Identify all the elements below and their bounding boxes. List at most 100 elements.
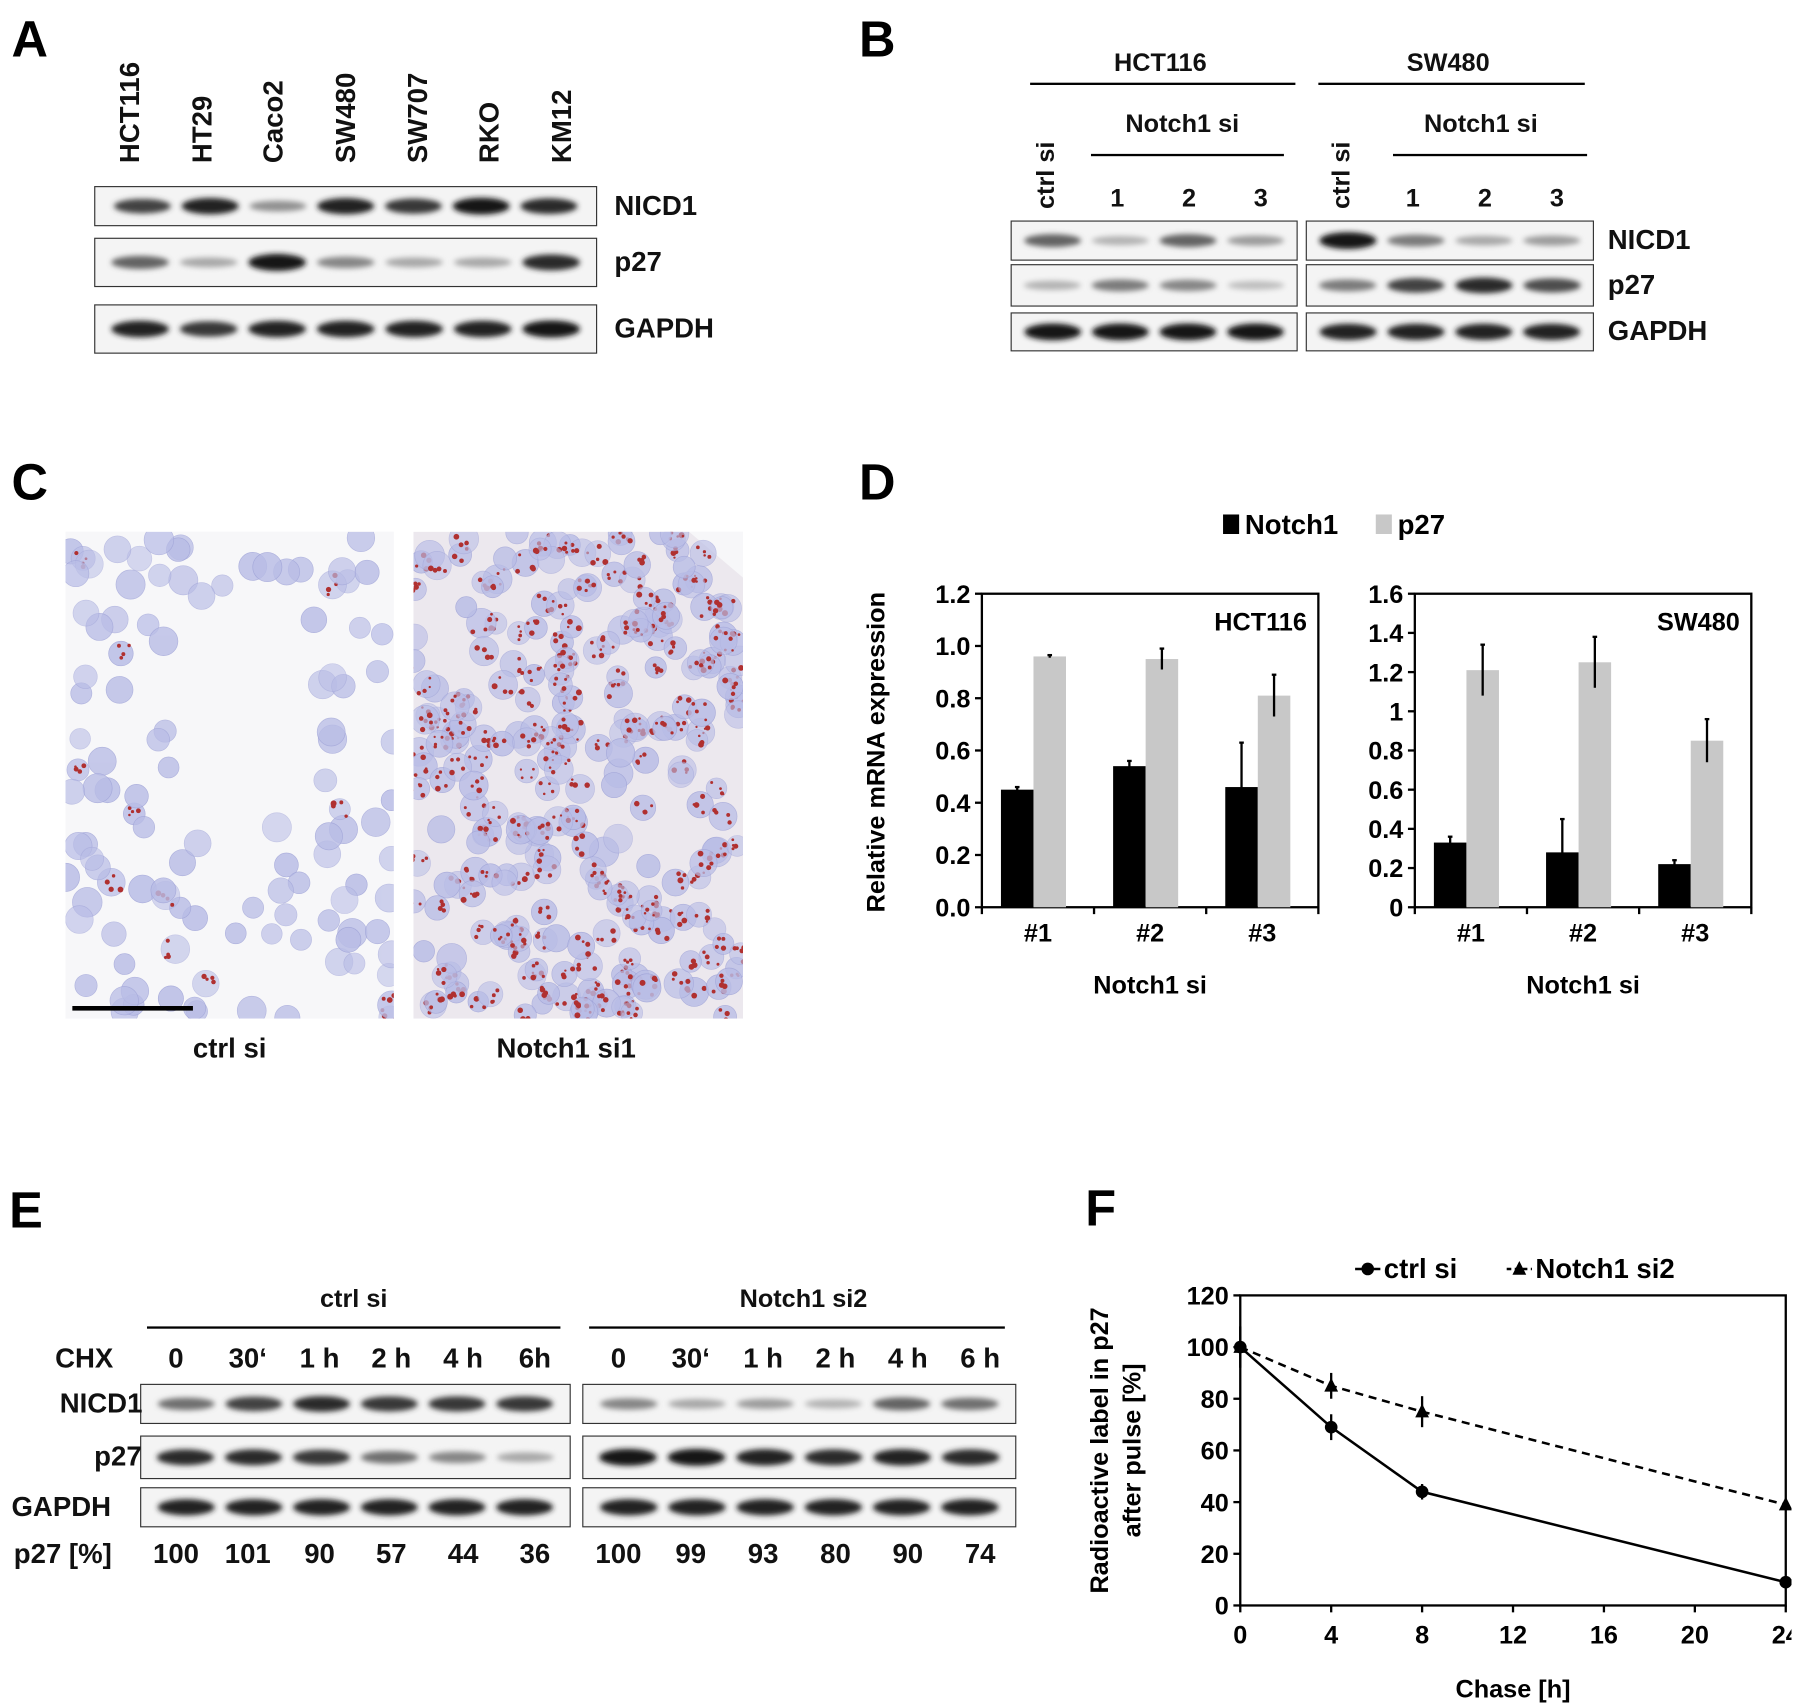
y-tick-label: 1.4 [1368, 620, 1403, 648]
band [361, 1396, 418, 1411]
x-tick-label: #1 [1457, 920, 1485, 948]
band [522, 254, 580, 270]
band [317, 321, 375, 337]
band [1523, 324, 1580, 340]
knockdown-header: Notch1 si [1424, 109, 1538, 139]
band [317, 257, 375, 268]
p27-pct-value: 90 [873, 1539, 942, 1571]
band [941, 1398, 998, 1410]
x-tick-label: #3 [1248, 920, 1276, 948]
time-label: 2 h [357, 1344, 426, 1376]
band [600, 1499, 657, 1515]
p27-pct-value: 100 [584, 1539, 653, 1571]
time-label: 30‘ [213, 1344, 282, 1376]
p27-pct-value: 80 [801, 1539, 870, 1571]
bar [1113, 766, 1146, 907]
y-axis-label: Radioactive label in p27 [1086, 1307, 1114, 1593]
panel-label-a: A [11, 11, 47, 68]
group-line [147, 1326, 560, 1328]
p27-pct-value: 93 [729, 1539, 798, 1571]
time-label: 4 h [429, 1344, 498, 1376]
band [248, 321, 306, 337]
band [1319, 279, 1376, 291]
blot-p27 [1306, 264, 1594, 306]
time-label: 0 [142, 1344, 211, 1376]
time-label: 2 h [801, 1344, 870, 1376]
lane-number: 1 [1110, 184, 1124, 214]
band [158, 1398, 215, 1410]
band [1160, 234, 1217, 247]
y-tick-label: 100 [1187, 1334, 1229, 1362]
band [873, 1397, 930, 1410]
blot-gapdh [140, 1487, 571, 1527]
y-tick-label: 0 [1389, 894, 1403, 922]
data-point [1779, 1576, 1791, 1589]
series-line [1240, 1347, 1785, 1505]
band [668, 1449, 726, 1466]
lane-number: 2 [1478, 184, 1492, 214]
time-label: 4 h [873, 1344, 942, 1376]
band [249, 201, 306, 212]
row-label: p27 [94, 1441, 141, 1473]
band [225, 1449, 282, 1465]
group-line [1030, 83, 1295, 85]
band [429, 1499, 486, 1515]
band [1319, 232, 1376, 249]
y-tick-label: 0.0 [935, 894, 970, 922]
band [454, 321, 512, 337]
blot-p27 [140, 1435, 571, 1479]
band [497, 1452, 554, 1462]
y-axis-label: after pulse [%] [1118, 1363, 1146, 1537]
band [454, 257, 512, 267]
band [941, 1499, 998, 1515]
ctrl-lane-label: ctrl si [1032, 142, 1062, 209]
band [293, 1450, 350, 1465]
band [361, 1451, 418, 1464]
band [1320, 324, 1377, 340]
bar [1434, 843, 1467, 908]
group-header: ctrl si [296, 1284, 411, 1314]
caption-notch1-si1: Notch1 si1 [496, 1034, 635, 1066]
cell-line-header: SW480 [1407, 48, 1490, 78]
band [1455, 278, 1512, 294]
bar [1691, 741, 1724, 908]
subgroup-line [1393, 154, 1587, 156]
x-tick-label: 8 [1415, 1621, 1429, 1649]
bar [1466, 670, 1499, 907]
group-line [589, 1326, 1005, 1328]
subgroup-line [1091, 154, 1284, 156]
p27-pct-value: 100 [142, 1539, 211, 1571]
band [1160, 280, 1217, 291]
band [111, 256, 169, 269]
lane-number: 3 [1254, 184, 1268, 214]
x-tick-label: 12 [1499, 1621, 1527, 1649]
p27-pct-value: 99 [656, 1539, 725, 1571]
scale-bar [72, 1006, 193, 1011]
lane-number: 1 [1406, 184, 1420, 214]
p27-pct-value: 101 [213, 1539, 282, 1571]
x-tick-label: 4 [1324, 1621, 1338, 1649]
band [1024, 281, 1081, 290]
band [496, 1499, 553, 1515]
band [1387, 324, 1444, 340]
y-tick-label: 1.0 [935, 633, 970, 661]
chart-f: 02040608010012004812162024Chase [h]Radio… [1079, 1246, 1791, 1705]
legend-swatch [1223, 514, 1239, 534]
band [1092, 236, 1149, 245]
band [1387, 278, 1444, 293]
bar [1258, 696, 1291, 908]
x-tick-label: #3 [1681, 920, 1709, 948]
bar [1658, 864, 1691, 907]
band [1455, 324, 1512, 340]
band [520, 198, 577, 214]
p27-pct-value: 90 [285, 1539, 354, 1571]
panel-label-f: F [1085, 1181, 1116, 1238]
band [736, 1449, 794, 1465]
lane-label: SW480 [331, 73, 363, 163]
y-tick-label: 0.2 [1368, 855, 1403, 883]
row-label: NICD1 [1608, 225, 1691, 257]
band [873, 1499, 930, 1515]
legend-label: ctrl si [1384, 1253, 1458, 1284]
x-tick-label: 16 [1590, 1621, 1618, 1649]
